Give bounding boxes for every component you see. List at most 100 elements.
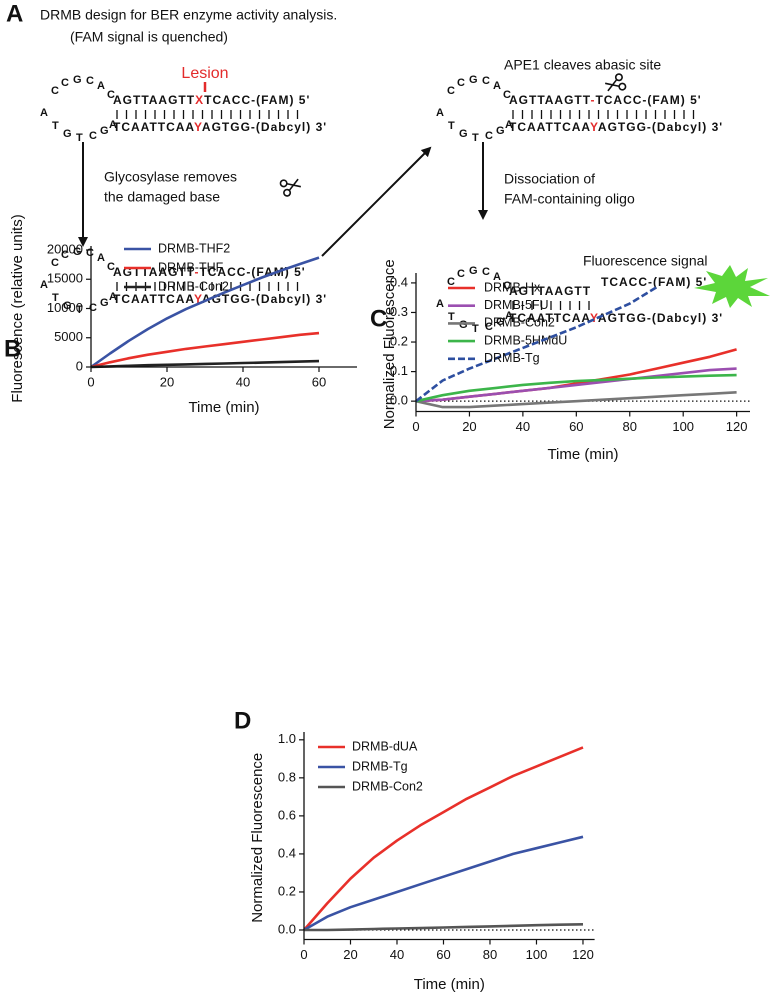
scissors-icon	[278, 174, 304, 198]
x-tick-label: 120	[572, 947, 594, 962]
loop-base: T	[472, 323, 479, 335]
y-tick-label: 15000	[47, 271, 83, 286]
y-tick-label: 10000	[47, 300, 83, 315]
loop-base: A	[493, 271, 501, 283]
bottom-strand: TCAATTCAAYAGTGG-(Dabcyl) 3'	[113, 120, 327, 134]
loop-base: T	[448, 311, 455, 323]
legend-label: DRMB-5HMdU	[484, 333, 567, 347]
legend-label: DRMB-dUA	[352, 739, 418, 753]
loop-base: T	[472, 132, 479, 144]
step-text: FAM-containing oligo	[504, 191, 635, 207]
diagram-title: DRMB design for BER enzyme activity anal…	[40, 7, 337, 23]
x-tick-label: 0	[87, 374, 94, 389]
strand-seq: AGTGG-(Dabcyl) 3'	[598, 120, 723, 134]
strand-mark: Y	[194, 120, 202, 134]
x-tick-label: 0	[412, 419, 419, 434]
loop-base: C	[61, 77, 69, 89]
loop-base: A	[436, 107, 444, 119]
loop-base: A	[505, 119, 513, 131]
x-tick-label: 120	[726, 419, 748, 434]
data-line	[415, 391, 737, 409]
loop-base: G	[100, 297, 109, 309]
data-line	[415, 367, 737, 403]
strand-seq: TCAATTCAA	[509, 311, 590, 325]
x-tick-label: 40	[236, 374, 250, 389]
x-tick-label: 60	[436, 947, 450, 962]
y-tick-label: 0.0	[278, 921, 296, 936]
loop-base: G	[73, 74, 82, 86]
loop-base: C	[51, 85, 59, 97]
signal-text: Fluorescence signal	[583, 253, 708, 269]
strand-seq: AGTTAAGTT	[509, 93, 591, 107]
loop-base: G	[496, 125, 505, 137]
bottom-strand: TCAATTCAAYAGTGG-(Dabcyl) 3'	[113, 292, 327, 306]
lesion-label: Lesion	[181, 65, 228, 82]
y-tick-label: 0.4	[390, 274, 408, 289]
step-text: Glycosylase removes	[104, 169, 237, 185]
legend-label: DRMB-Con2	[158, 279, 229, 293]
strand-seq: TCAATTCAA	[113, 292, 194, 306]
bottom-strand: TCAATTCAAYAGTGG-(Dabcyl) 3'	[509, 311, 723, 325]
x-tick-label: 100	[526, 947, 548, 962]
strand-seq: AGTGG-(Dabcyl) 3'	[598, 311, 723, 325]
arrow	[321, 146, 432, 257]
y-tick-label: 20000	[47, 241, 83, 256]
loop-base: C	[89, 130, 97, 142]
data-line	[304, 923, 584, 932]
y-tick-label: 5000	[54, 329, 83, 344]
loop-base: C	[457, 77, 465, 89]
data-line	[90, 359, 320, 369]
x-axis-label: Time (min)	[414, 976, 485, 993]
loop-base: A	[109, 291, 117, 303]
legend-label: DRMB-Tg	[352, 759, 408, 773]
loop-base: T	[76, 304, 83, 316]
loop-base: A	[40, 107, 48, 119]
top-strand: AGTTAAGTTXTCACC-(FAM) 5'	[113, 93, 310, 107]
x-tick-label: 20	[160, 374, 174, 389]
loop-base: A	[505, 310, 513, 322]
x-tick-label: 80	[623, 419, 637, 434]
loop-base: G	[459, 128, 468, 140]
strand-mark: -	[590, 93, 595, 107]
strand-seq: AGTTAAGTT	[509, 284, 591, 298]
loop-base: C	[107, 261, 115, 273]
data-line	[90, 331, 320, 369]
loop-base: A	[40, 279, 48, 291]
y-axis-label: Normalized Fluorescence	[249, 753, 266, 923]
y-axis-label: Normalized Fluorescence	[381, 259, 398, 429]
x-tick-label: 80	[483, 947, 497, 962]
y-tick-label: 0.6	[278, 807, 296, 822]
loop-base: C	[485, 321, 493, 333]
loop-base: A	[109, 119, 117, 131]
top-strand: AGTTAAGTT-TCACC-(FAM) 5'	[509, 93, 702, 107]
bottom-strand: TCAATTCAAYAGTGG-(Dabcyl) 3'	[509, 120, 723, 134]
loop-base: A	[436, 298, 444, 310]
legend-label: DRMB-THF2	[158, 241, 230, 255]
loop-base: C	[503, 280, 511, 292]
loop-base: G	[469, 265, 478, 277]
x-tick-label: 40	[390, 947, 404, 962]
loop-base: C	[482, 75, 490, 87]
data-line	[303, 835, 584, 932]
strand-seq: AGTGG-(Dabcyl) 3'	[202, 292, 327, 306]
step-text: the damaged base	[104, 189, 220, 205]
loop-base: G	[63, 300, 72, 312]
strand-seq: TCACC-(FAM) 5'	[595, 93, 701, 107]
y-tick-label: 0.1	[390, 363, 408, 378]
step-text: Dissociation of	[504, 171, 595, 187]
strand-mark: Y	[194, 292, 202, 306]
loop-base: C	[457, 268, 465, 280]
strand-mark: Y	[590, 120, 598, 134]
loop-base: A	[493, 80, 501, 92]
loop-base: T	[52, 292, 59, 304]
panel-label: D	[234, 707, 251, 734]
panel-label: C	[370, 305, 387, 332]
signal-star	[694, 265, 770, 308]
legend-label: DRMB-Con2	[484, 316, 555, 330]
y-tick-label: 0.8	[278, 769, 296, 784]
loop-base: G	[73, 246, 82, 258]
y-tick-label: 0.3	[390, 304, 408, 319]
legend-label: DRMB-5FU	[484, 298, 549, 312]
strand-seq: TCAATTCAA	[509, 120, 590, 134]
